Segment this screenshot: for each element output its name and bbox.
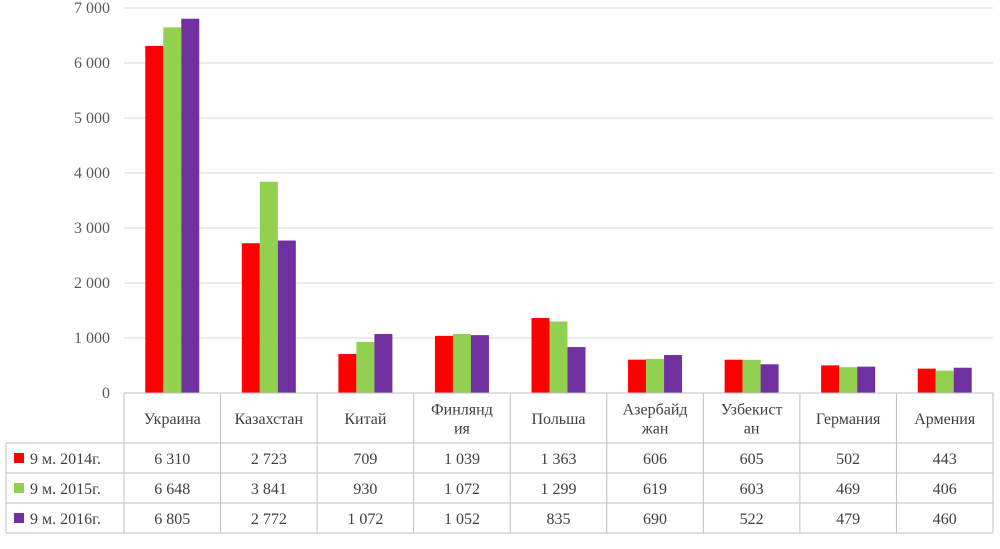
category-label: Азербайд xyxy=(623,402,688,419)
data-table-value: 502 xyxy=(836,451,860,468)
data-table-value: 603 xyxy=(740,481,764,498)
y-tick-label: 7 000 xyxy=(74,0,110,17)
data-table: Украина Казахстан Китай Финлянд ия Польша Азер… xyxy=(5,392,994,534)
category-label: ан xyxy=(744,421,760,438)
category-label: Казахстан xyxy=(235,411,304,428)
series-name: 9 м. 2014г. xyxy=(30,451,101,468)
category-label: Польша xyxy=(531,411,585,428)
data-table-value: 406 xyxy=(933,481,957,498)
bar xyxy=(935,370,954,393)
bar xyxy=(145,45,164,393)
bar xyxy=(452,334,471,393)
bar xyxy=(356,341,375,393)
data-table-value: 6 805 xyxy=(154,511,190,528)
bar xyxy=(821,365,840,393)
data-table-value: 3 841 xyxy=(251,481,287,498)
data-table-value: 930 xyxy=(353,481,377,498)
data-table-value: 460 xyxy=(933,511,957,528)
category-label: Украина xyxy=(144,411,201,428)
data-table-value: 1 052 xyxy=(444,511,480,528)
bar xyxy=(338,354,357,393)
data-table-value: 522 xyxy=(740,511,764,528)
data-table-value: 690 xyxy=(643,511,667,528)
y-tick-label: 3 000 xyxy=(74,220,110,237)
bar xyxy=(241,243,260,393)
bar xyxy=(531,318,550,393)
bar xyxy=(628,359,647,393)
bar xyxy=(857,366,876,393)
bar xyxy=(277,240,296,393)
series-name: 9 м. 2016г. xyxy=(30,511,101,528)
y-tick-label: 4 000 xyxy=(74,165,110,182)
legend-key xyxy=(14,483,24,493)
category-label: ия xyxy=(454,421,471,438)
data-table-value: 1 363 xyxy=(541,451,577,468)
category-label: Армения xyxy=(914,411,976,428)
bar xyxy=(549,321,568,393)
bar xyxy=(742,359,761,393)
data-table-value: 2 772 xyxy=(251,511,287,528)
data-table-value: 6 310 xyxy=(154,451,190,468)
bar xyxy=(567,347,586,393)
data-table-value: 835 xyxy=(547,511,571,528)
data-table-value: 1 072 xyxy=(347,511,383,528)
bar xyxy=(181,18,200,393)
bar xyxy=(664,355,683,393)
category-label: жан xyxy=(641,421,669,438)
data-table-value: 606 xyxy=(643,451,667,468)
data-table-value: 2 723 xyxy=(251,451,287,468)
bar xyxy=(259,181,278,393)
bar xyxy=(470,335,489,393)
bar xyxy=(434,335,453,393)
y-tick-label: 2 000 xyxy=(74,275,110,292)
legend-key xyxy=(14,513,24,523)
bar xyxy=(917,368,936,393)
category-label: Германия xyxy=(816,411,881,428)
bars xyxy=(145,18,972,394)
data-table-value: 469 xyxy=(836,481,860,498)
data-table-value: 1 039 xyxy=(444,451,480,468)
category-label: Китай xyxy=(344,411,387,428)
data-table-value: 709 xyxy=(353,451,377,468)
bar xyxy=(953,367,972,393)
data-table-value: 6 648 xyxy=(154,481,190,498)
data-table-value: 479 xyxy=(836,511,860,528)
bar xyxy=(646,358,665,393)
y-tick-label: 0 xyxy=(102,385,110,402)
bar xyxy=(163,27,182,394)
data-table-value: 1 299 xyxy=(541,481,577,498)
bar xyxy=(724,359,743,393)
data-table-value: 605 xyxy=(740,451,764,468)
data-table-value: 1 072 xyxy=(444,481,480,498)
series-name: 9 м. 2015г. xyxy=(30,481,101,498)
bar xyxy=(760,364,779,393)
legend-key xyxy=(14,453,24,463)
category-label: Финлянд xyxy=(431,402,493,419)
data-table-value: 443 xyxy=(933,451,957,468)
y-tick-label: 6 000 xyxy=(74,55,110,72)
bar xyxy=(374,334,393,393)
y-tick-label: 5 000 xyxy=(74,110,110,127)
y-axis-tick-labels: 0 1 000 2 000 3 000 4 000 5 000 6 000 7 000 xyxy=(74,0,110,402)
category-label: Узбекист xyxy=(721,402,783,419)
data-table-value: 619 xyxy=(643,481,667,498)
y-tick-label: 1 000 xyxy=(74,330,110,347)
bar xyxy=(839,367,858,393)
